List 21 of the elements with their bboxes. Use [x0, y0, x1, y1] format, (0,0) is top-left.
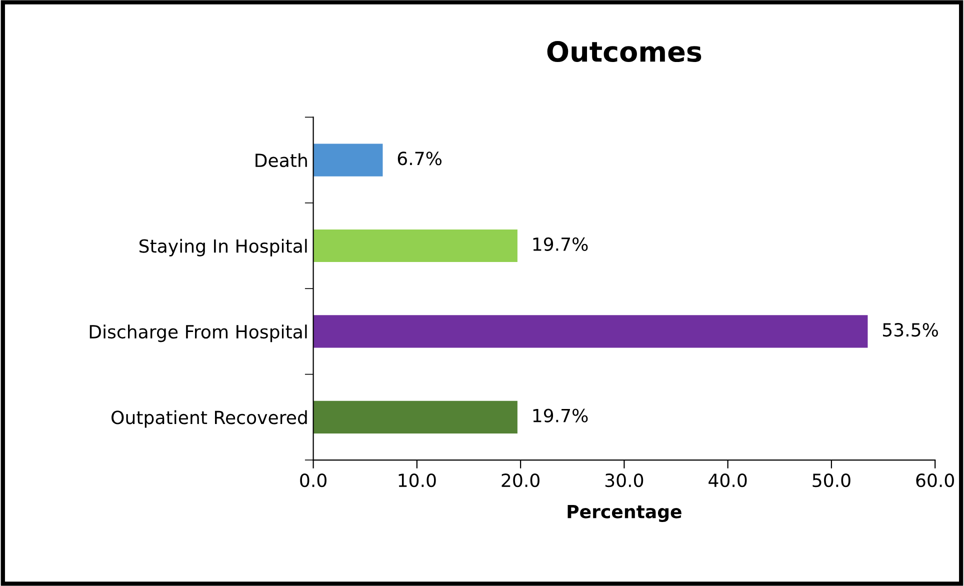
- x-tick-label: 50.0: [812, 474, 850, 488]
- bar: [313, 315, 868, 348]
- bar: [313, 229, 518, 262]
- x-tick-label: 30.0: [605, 474, 644, 488]
- x-tick-label: 10.0: [398, 474, 436, 488]
- data-label: 6.7%: [398, 152, 442, 166]
- x-tick-label: 20.0: [502, 474, 540, 488]
- x-axis-title: Percentage: [568, 504, 682, 522]
- y-tick-label: Outpatient Recovered: [112, 410, 307, 428]
- x-tick-label: 40.0: [708, 474, 747, 488]
- chart-title: Outcomes: [547, 41, 702, 62]
- data-label: 19.7%: [533, 237, 588, 251]
- data-label: 19.7%: [533, 408, 588, 422]
- bar: [313, 400, 518, 434]
- y-tick-label: Discharge From Hospital: [90, 324, 307, 342]
- y-tick-label: Death: [256, 153, 307, 168]
- bar: [313, 144, 383, 176]
- y-tick-label: Staying In Hospital: [140, 238, 307, 256]
- x-tick-label: 0.0: [300, 474, 326, 488]
- data-label: 53.5%: [883, 323, 938, 337]
- x-tick-label: 60.0: [916, 474, 954, 488]
